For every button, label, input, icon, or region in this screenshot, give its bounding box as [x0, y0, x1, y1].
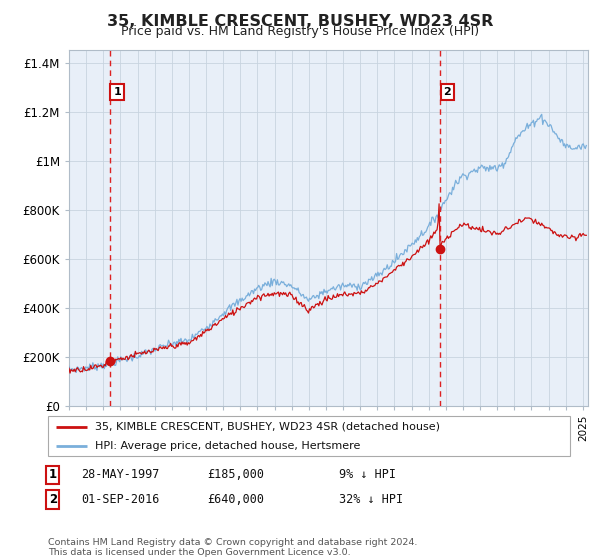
Text: HPI: Average price, detached house, Hertsmere: HPI: Average price, detached house, Hert…: [95, 441, 361, 451]
Text: 35, KIMBLE CRESCENT, BUSHEY, WD23 4SR (detached house): 35, KIMBLE CRESCENT, BUSHEY, WD23 4SR (d…: [95, 422, 440, 432]
Text: 1: 1: [49, 468, 57, 482]
Text: £185,000: £185,000: [207, 468, 264, 482]
Text: Price paid vs. HM Land Registry's House Price Index (HPI): Price paid vs. HM Land Registry's House …: [121, 25, 479, 38]
Text: 28-MAY-1997: 28-MAY-1997: [81, 468, 160, 482]
Text: Contains HM Land Registry data © Crown copyright and database right 2024.
This d: Contains HM Land Registry data © Crown c…: [48, 538, 418, 557]
Text: 01-SEP-2016: 01-SEP-2016: [81, 493, 160, 506]
Text: 2: 2: [49, 493, 57, 506]
Text: 35, KIMBLE CRESCENT, BUSHEY, WD23 4SR: 35, KIMBLE CRESCENT, BUSHEY, WD23 4SR: [107, 14, 493, 29]
Text: 1: 1: [113, 87, 121, 97]
Text: 2: 2: [443, 87, 451, 97]
Text: 9% ↓ HPI: 9% ↓ HPI: [339, 468, 396, 482]
Text: £640,000: £640,000: [207, 493, 264, 506]
Text: 32% ↓ HPI: 32% ↓ HPI: [339, 493, 403, 506]
